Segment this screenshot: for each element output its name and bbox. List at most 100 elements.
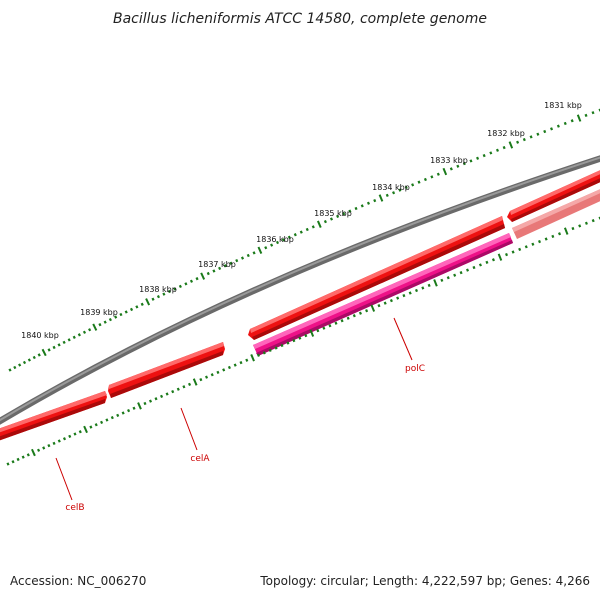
inner-scale-minor-tick bbox=[262, 351, 266, 355]
inner-scale-major-tick bbox=[31, 448, 36, 457]
inner-scale-minor-tick bbox=[165, 392, 169, 396]
outer-scale-minor-tick bbox=[311, 225, 315, 229]
inner-scale-minor-tick bbox=[132, 406, 136, 410]
outer-scale-minor-tick bbox=[385, 193, 389, 198]
outer-scale-minor-tick bbox=[252, 251, 256, 255]
outer-scale-minor-tick bbox=[108, 317, 112, 322]
outer-scale-minor-tick bbox=[140, 302, 144, 306]
inner-scale-minor-tick bbox=[256, 353, 260, 357]
inner-scale-minor-tick bbox=[127, 408, 131, 413]
inner-scale-minor-tick bbox=[154, 397, 158, 401]
inner-scale-minor-tick bbox=[199, 377, 203, 382]
outer-scale-minor-tick bbox=[329, 217, 334, 221]
gene-label-celB[interactable]: celB bbox=[65, 503, 84, 513]
inner-scale-minor-tick bbox=[73, 432, 77, 436]
outer-scale-minor-tick bbox=[462, 161, 466, 166]
outer-scale-minor-tick bbox=[218, 266, 222, 271]
outer-scale-minor-tick bbox=[536, 132, 540, 136]
reverse-strand-genes bbox=[253, 189, 600, 356]
outer-scale-minor-tick bbox=[436, 172, 440, 176]
inner-scale-minor-tick bbox=[377, 304, 381, 308]
outer-scale-major-tick bbox=[378, 194, 384, 202]
inner-scale-minor-tick bbox=[334, 321, 338, 325]
outer-scale-minor-tick bbox=[173, 287, 177, 291]
inner-scale-minor-tick bbox=[16, 457, 20, 462]
outer-scale-minor-tick bbox=[516, 140, 520, 144]
inner-scale-minor-tick bbox=[584, 221, 588, 225]
inner-scale-minor-tick bbox=[280, 343, 284, 348]
outer-scale-minor-tick bbox=[275, 240, 280, 245]
outer-scale-major-tick bbox=[200, 272, 206, 280]
backbone-circle bbox=[0, 155, 600, 425]
outer-scale-minor-tick bbox=[77, 333, 81, 337]
scale-label-1836: 1836 kbp bbox=[256, 235, 294, 244]
inner-scale-minor-tick bbox=[402, 293, 406, 298]
outer-scale-minor-tick bbox=[206, 271, 210, 276]
label-line-polC bbox=[393, 317, 413, 361]
outer-scale-minor-tick bbox=[156, 295, 160, 299]
inner-scale-minor-tick bbox=[47, 444, 51, 448]
outer-scale-minor-tick bbox=[178, 284, 182, 289]
outer-scale-minor-tick bbox=[32, 355, 36, 360]
outer-scale-minor-tick bbox=[47, 348, 51, 352]
inner-scale-major-tick bbox=[192, 378, 198, 386]
outer-scale-minor-tick bbox=[299, 230, 303, 234]
inner-scale-minor-tick bbox=[518, 247, 522, 252]
inner-scale-minor-tick bbox=[427, 283, 431, 288]
inner-scale-minor-tick bbox=[466, 268, 470, 272]
inner-scale-minor-tick bbox=[408, 291, 412, 295]
inner-scale-minor-tick bbox=[511, 250, 515, 254]
outer-scale-minor-tick bbox=[502, 145, 506, 150]
inner-scale-minor-tick bbox=[52, 441, 56, 445]
outer-scale-minor-tick bbox=[246, 253, 250, 258]
outer-scale-minor-tick bbox=[348, 209, 352, 213]
inner-scale-minor-tick bbox=[591, 219, 595, 223]
outer-scale-minor-tick bbox=[417, 180, 421, 184]
inner-scale-minor-tick bbox=[485, 260, 489, 264]
inner-scale-minor-tick bbox=[304, 334, 308, 338]
inner-scale-minor-tick bbox=[551, 234, 555, 239]
outer-scale-minor-tick bbox=[354, 206, 358, 211]
outer-scale-minor-tick bbox=[366, 201, 370, 205]
inner-scale-minor-tick bbox=[26, 453, 30, 457]
scale-labels: 1831 kbp 1832 kbp 1833 kbp 1834 kbp 1835… bbox=[21, 101, 582, 340]
outer-scale-minor-tick bbox=[13, 365, 17, 370]
outer-scale-minor-tick bbox=[98, 323, 102, 327]
outer-scale-minor-tick bbox=[430, 175, 434, 179]
label-line-celB bbox=[55, 457, 73, 501]
inner-scale-minor-tick bbox=[245, 358, 249, 362]
outer-scale-minor-tick bbox=[305, 227, 309, 232]
outer-scale-minor-tick bbox=[129, 307, 134, 312]
inner-scale-minor-tick bbox=[524, 245, 528, 249]
inner-scale-minor-tick bbox=[358, 311, 362, 315]
inner-scale-major-tick bbox=[250, 354, 255, 362]
outer-scale-minor-tick bbox=[151, 297, 155, 301]
outer-scale-minor-tick bbox=[489, 151, 493, 155]
inner-scale-minor-tick bbox=[453, 273, 457, 277]
outer-scale-minor-tick bbox=[392, 191, 396, 195]
outer-scale-minor-tick bbox=[189, 279, 194, 283]
gene-label-celA[interactable]: celA bbox=[190, 454, 210, 464]
inner-scale-minor-tick bbox=[89, 425, 93, 429]
outer-scale-major-tick bbox=[316, 220, 322, 228]
outer-scale-minor-tick bbox=[404, 185, 408, 190]
outer-scale-minor-tick bbox=[550, 127, 554, 131]
gene-label-polC[interactable]: polC bbox=[405, 364, 425, 374]
inner-scale-minor-tick bbox=[421, 286, 425, 290]
scale-label-1833: 1833 kbp bbox=[430, 156, 468, 165]
inner-scale-minor-tick bbox=[21, 455, 25, 459]
outer-scale-minor-tick bbox=[449, 167, 453, 171]
inner-scale-minor-tick bbox=[414, 288, 419, 293]
outer-scale-minor-tick bbox=[18, 363, 22, 367]
inner-scale-minor-tick bbox=[11, 460, 15, 464]
outer-scale-minor-tick bbox=[114, 315, 118, 319]
outer-scale-minor-tick bbox=[469, 159, 473, 163]
outer-scale-minor-tick bbox=[476, 156, 480, 160]
inner-scale-minor-tick bbox=[57, 439, 61, 443]
outer-scale-minor-tick bbox=[360, 204, 364, 208]
outer-scale-minor-tick bbox=[22, 360, 27, 365]
outer-scale-major-tick bbox=[145, 298, 151, 306]
outer-scale-minor-tick bbox=[235, 259, 239, 263]
inner-scale-minor-tick bbox=[340, 319, 344, 323]
